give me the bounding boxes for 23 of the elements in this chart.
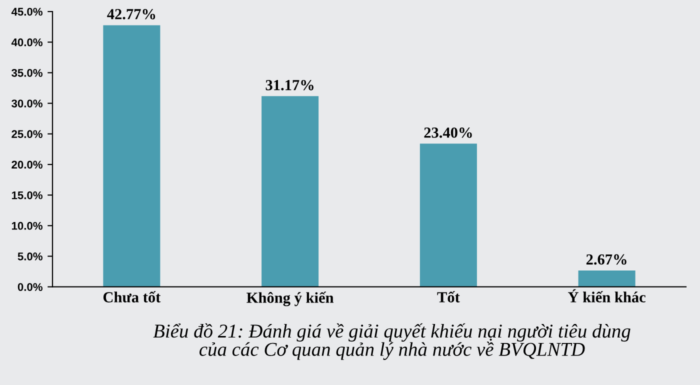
x-tick-label: Ý kiến khác: [568, 289, 646, 302]
x-tick-label: Không ý kiến: [246, 292, 334, 306]
x-tick-label: Chưa tốt: [103, 291, 161, 302]
y-tick-label: 30.0%: [12, 100, 42, 108]
y-tick-label: 15.0%: [12, 191, 42, 200]
y-tick-label: 5.0%: [18, 252, 42, 260]
data-label: 31.17%: [266, 80, 314, 90]
y-tick-label: 45.0%: [11, 8, 42, 16]
y-tick-label: 0.0%: [18, 283, 42, 291]
y-tick-label: 40.0%: [11, 38, 42, 46]
bar: [578, 270, 636, 287]
y-tick-label: 20.0%: [12, 160, 42, 169]
x-tick-label: Tốt: [437, 291, 460, 302]
data-label: 2.67%: [586, 254, 626, 265]
text: Biểu đồ 21: Đánh giá về giải quyết khiếu nại người tiêu dùng của các Cơ quan quản lý nhà nước về BVQLNTD: [153, 323, 630, 360]
y-tick-label: 35.0%: [12, 68, 42, 77]
y-tick-label: 25.0%: [12, 130, 42, 138]
y-tick-label: 10.0%: [12, 222, 42, 230]
bar: [262, 96, 319, 287]
bar: [103, 25, 160, 287]
data-label: 23.40%: [424, 127, 472, 138]
data-label: 42.77%: [107, 9, 156, 20]
bar: [420, 144, 477, 287]
